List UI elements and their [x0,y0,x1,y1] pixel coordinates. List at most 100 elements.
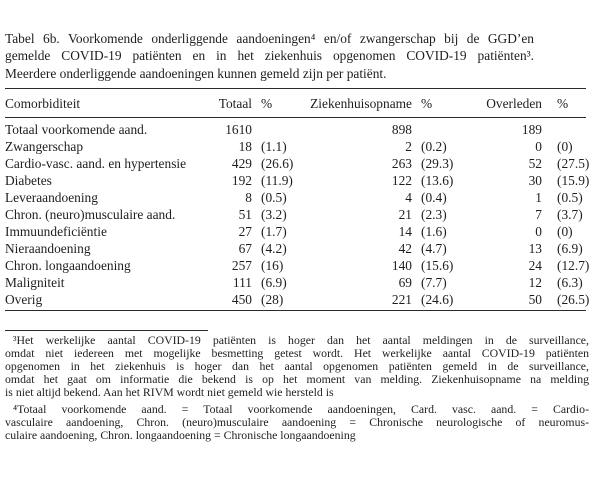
table-row: Chron. (neuro)musculaire aand. 51 (3.2) 21 (… [5,206,586,223]
row-label: Chron. (neuro)musculaire aand. [5,206,176,222]
table-row: Zwangerschap 18 (1.1) 2 (0.2) 0 (0) [5,138,586,155]
caption-line: Tabel 6b. Voorkomende onderliggende aand… [5,31,534,46]
ziekenhuisopname-value: 140 [391,257,412,273]
table-row: Diabetes 192 (11.9) 122 (13.6) 30 (15.9) [5,172,590,189]
ziekenhuisopname-value: 42 [398,240,412,256]
totaal-value: 1610 [225,121,252,137]
overleden-value: 189 [521,121,542,137]
ziekenhuisopname-percent [412,117,467,138]
ziekenhuisopname-value: 69 [398,274,412,290]
overleden-percent: (15.9) [557,172,590,188]
totaal-percent: (26.6) [261,155,294,171]
footnote-line: culaire aandoening, Chron. longaandoenin… [5,427,356,442]
overleden-value: 12 [528,274,542,290]
ziekenhuisopname-percent: (7.7) [421,274,447,290]
overleden-value: 0 [535,138,542,154]
ziekenhuisopname-percent: (13.6) [421,172,454,188]
totaal-value: 67 [238,240,252,256]
overleden-percent: (6.9) [557,240,583,256]
totaal-percent: (6.9) [261,274,287,290]
footnote-line: ³Het werkelijke aantal COVID-19 patiënte… [13,332,589,347]
totaal-percent: (4.2) [261,240,287,256]
table-row: Totaal voorkomende aand. 1610 898 189 [5,117,586,138]
ziekenhuisopname-percent: (4.7) [421,240,447,256]
footnote-line: ⁴Totaal voorkomende aand. = Totaal voork… [13,401,589,416]
comorbidity-table: Comorbiditeit Totaal % Ziekenhuisopname … [5,87,590,311]
totaal-percent [252,117,307,138]
table-row: Cardio-vasc. aand. en hypertensie 429 (26.… [5,155,590,172]
ziekenhuisopname-value: 122 [391,172,412,188]
column-header-comorbiditeit: Comorbiditeit [5,88,207,118]
row-label: Leveraandoening [5,189,98,205]
ziekenhuisopname-percent: (29.3) [421,155,454,171]
ziekenhuisopname-percent: (1.6) [421,223,447,239]
row-label: Cardio-vasc. aand. en hypertensie [5,155,187,171]
overleden-value: 1 [535,189,542,205]
column-header-percent: % [412,88,467,118]
totaal-value: 257 [231,257,252,273]
overleden-percent: (26.5) [557,291,590,307]
footnote-separator [5,329,208,331]
row-label: Totaal voorkomende aand. [5,121,148,137]
column-header-ziekenhuisopname: Ziekenhuisopname [307,88,412,118]
footnote: ⁴Totaal voorkomende aand. = Totaal voork… [5,401,589,442]
totaal-percent: (3.2) [261,206,287,222]
totaal-percent: (28) [261,291,284,307]
ziekenhuisopname-value: 221 [391,291,412,307]
overleden-value: 7 [535,206,542,222]
footnote-line: is niet altijd bekend. Aan het RIVM word… [5,384,334,399]
totaal-percent: (11.9) [261,172,293,188]
ziekenhuisopname-value: 898 [391,121,412,137]
totaal-value: 27 [238,223,252,239]
totaal-value: 8 [245,189,252,205]
ziekenhuisopname-percent: (15.6) [421,257,454,273]
footnotes: ³Het werkelijke aantal COVID-19 patiënte… [5,332,589,442]
row-label: Immuundeficiëntie [5,223,107,239]
column-header-totaal: Totaal [207,88,252,118]
table-header-row: Comorbiditeit Totaal % Ziekenhuisopname … [5,88,586,118]
overleden-percent: (0.5) [557,189,583,205]
column-header-overleden: Overleden [467,88,542,118]
overleden-value: 50 [528,291,542,307]
table-row: Maligniteit 111 (6.9) 69 (7.7) 12 (6.3) [5,274,586,291]
footnote-line: omdat niet iedereen met mogelijke besmet… [5,345,589,360]
ziekenhuisopname-value: 263 [391,155,412,171]
row-label: Diabetes [5,172,52,188]
column-header-percent: % [252,88,307,118]
overleden-value: 24 [528,257,542,273]
overleden-percent: (0) [557,138,573,154]
overleden-percent [542,117,586,138]
column-header-percent: % [542,88,586,118]
ziekenhuisopname-value: 14 [398,223,412,239]
totaal-value: 18 [238,138,252,154]
overleden-value: 52 [528,155,542,171]
table-caption: Tabel 6b. Voorkomende onderliggende aand… [5,30,534,82]
overleden-percent: (27.5) [557,155,590,171]
table-row: Nieraandoening 67 (4.2) 42 (4.7) 13 (6.9) [5,240,586,257]
table-row: Chron. longaandoening 257 (16) 140 (15.6) 24 (… [5,257,590,274]
overleden-value: 0 [535,223,542,239]
overleden-percent: (12.7) [557,257,590,273]
page-content: Tabel 6b. Voorkomende onderliggende aand… [5,30,589,442]
footnote-line: vasculaire aandoening, Chron. (neuro)mus… [5,414,589,429]
table-row: Leveraandoening 8 (0.5) 4 (0.4) 1 (0.5) [5,189,586,206]
table-row: Overig 450 (28) 221 (24.6) 50 (26.5) [5,291,590,311]
totaal-percent: (0.5) [261,189,287,205]
row-label: Chron. longaandoening [5,257,131,273]
totaal-value: 51 [238,206,252,222]
ziekenhuisopname-percent: (24.6) [421,291,454,307]
table-row: Immuundeficiëntie 27 (1.7) 14 (1.6) 0 (0) [5,223,586,240]
totaal-percent: (1.1) [261,138,287,154]
ziekenhuisopname-percent: (0.2) [421,138,447,154]
ziekenhuisopname-value: 4 [405,189,412,205]
overleden-percent: (0) [557,223,573,239]
ziekenhuisopname-value: 21 [398,206,412,222]
caption-line: gemelde COVID-19 patiënten en in het zie… [5,48,534,64]
overleden-percent: (6.3) [557,274,583,290]
totaal-value: 450 [231,291,252,307]
footnote-line: omdat het gaat om informatie die bekend … [5,371,589,386]
overleden-value: 30 [528,172,542,188]
totaal-value: 429 [231,155,252,171]
totaal-percent: (16) [261,257,284,273]
